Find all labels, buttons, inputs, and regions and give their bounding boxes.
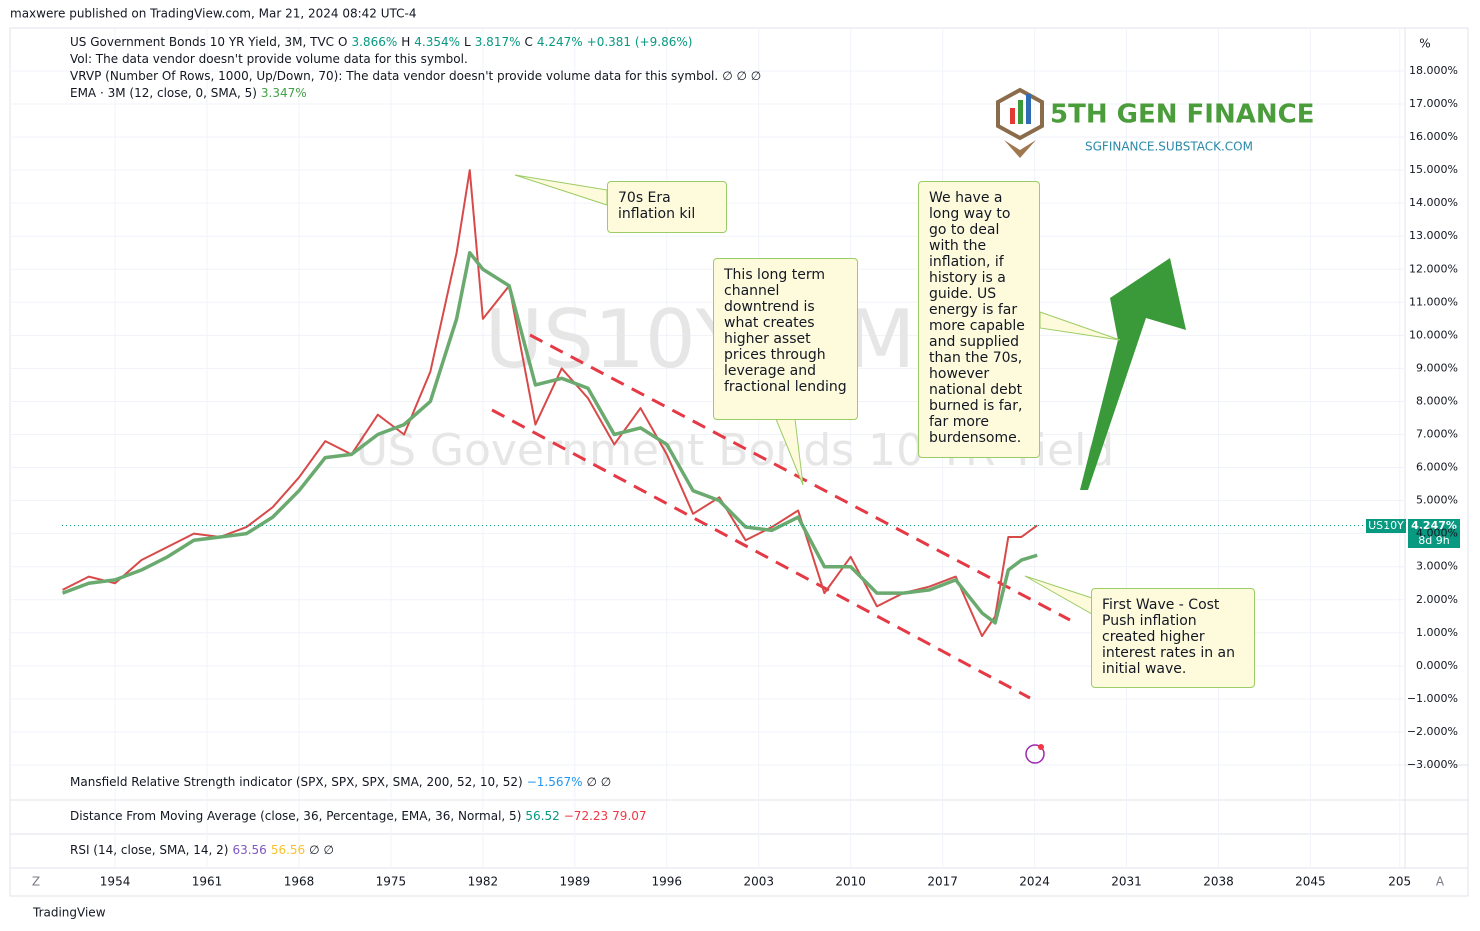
x-tick-label: 1982 xyxy=(468,875,499,889)
annotation: This long term channel downtrend is what… xyxy=(713,258,858,420)
legend-row: RSI (14, close, SMA, 14, 2) 63.56 56.56 ∅ ∅ xyxy=(70,843,334,857)
y-tick-label: 17.000% xyxy=(1409,97,1458,110)
x-tick-label: 1954 xyxy=(100,875,131,889)
legend-item: Mansfield Relative Strength indicator (S… xyxy=(70,775,523,789)
legend-item: Vol: The data vendor doesn't provide vol… xyxy=(70,52,468,66)
legend-item: VRVP (Number Of Rows, 1000, Up/Down, 70)… xyxy=(70,69,718,83)
badge-price-bg xyxy=(1408,519,1460,548)
x-tick-label: 1968 xyxy=(284,875,315,889)
badge-countdown: 8d 9h xyxy=(1418,534,1449,547)
legend-item: 4.354% xyxy=(414,35,460,49)
y-tick-label: −1.000% xyxy=(1407,692,1458,705)
legend-item: 63.56 xyxy=(232,843,266,857)
logo-url: SGFINANCE.SUBSTACK.COM xyxy=(1085,140,1253,154)
log-toggle[interactable]: Z xyxy=(32,875,40,889)
legend-item: ∅ ∅ xyxy=(309,843,334,857)
legend-item: RSI (14, close, SMA, 14, 2) xyxy=(70,843,228,857)
arrow xyxy=(1080,258,1186,490)
x-tick-label: 205 xyxy=(1388,875,1411,889)
legend-item: 3.347% xyxy=(261,86,307,100)
y-tick-label: 9.000% xyxy=(1416,361,1458,374)
y-tick-label: −2.000% xyxy=(1407,725,1458,738)
legend-item: ∅ ∅ ∅ xyxy=(722,69,761,83)
annotation: We have a long way to go to deal with th… xyxy=(918,181,1040,458)
x-tick-label: 1989 xyxy=(560,875,591,889)
y-tick-label: 5.000% xyxy=(1416,494,1458,507)
legend-item: −72.23 xyxy=(564,809,608,823)
y-tick-label: 10.000% xyxy=(1409,328,1458,341)
legend-item: EMA · 3M (12, close, 0, SMA, 5) xyxy=(70,86,257,100)
scale-unit[interactable]: % xyxy=(1419,37,1430,51)
callout-tails xyxy=(514,174,1121,615)
ema-line xyxy=(61,250,1038,625)
y-tick-label: 4.000% xyxy=(1416,527,1458,540)
legend-item: −1.567% xyxy=(527,775,583,789)
x-tick-label: 2038 xyxy=(1203,875,1234,889)
y-tick-label: 8.000% xyxy=(1416,394,1458,407)
legend-item: US Government Bonds 10 YR Yield, 3M, TVC xyxy=(70,35,334,49)
legend-row: Mansfield Relative Strength indicator (S… xyxy=(70,775,611,789)
x-tick-label: 1961 xyxy=(192,875,223,889)
logo-icon xyxy=(996,87,1044,158)
x-tick-label: 2003 xyxy=(743,875,774,889)
x-tick-label: 2031 xyxy=(1111,875,1142,889)
x-tick-label: 1975 xyxy=(376,875,407,889)
badge-price: 4.247% xyxy=(1411,519,1457,532)
legend-item: 56.52 xyxy=(525,809,559,823)
x-tick-label: 1996 xyxy=(652,875,683,889)
annotation: 70s Era inflation kil xyxy=(607,181,727,233)
legend-row: US Government Bonds 10 YR Yield, 3M, TVC… xyxy=(70,35,692,49)
legend-item: H xyxy=(401,35,410,49)
y-tick-label: 14.000% xyxy=(1409,196,1458,209)
y-tick-label: 6.000% xyxy=(1416,461,1458,474)
badge-symbol-bg xyxy=(1366,519,1406,533)
legend-item: +0.381 (+9.86%) xyxy=(587,35,693,49)
legend-item: 56.56 xyxy=(271,843,305,857)
legend-row: EMA · 3M (12, close, 0, SMA, 5) 3.347% xyxy=(70,86,307,100)
y-tick-label: 16.000% xyxy=(1409,130,1458,143)
legend-row: Vol: The data vendor doesn't provide vol… xyxy=(70,52,468,66)
y-tick-label: 18.000% xyxy=(1409,64,1458,77)
y-tick-label: 1.000% xyxy=(1416,626,1458,639)
auto-toggle[interactable]: A xyxy=(1436,875,1445,889)
y-tick-label: 13.000% xyxy=(1409,229,1458,242)
x-tick-label: 2045 xyxy=(1295,875,1326,889)
legend-item: Distance From Moving Average (close, 36,… xyxy=(70,809,521,823)
legend-row: Distance From Moving Average (close, 36,… xyxy=(70,809,647,823)
y-tick-label: 12.000% xyxy=(1409,262,1458,275)
y-tick-label: 3.000% xyxy=(1416,560,1458,573)
y-tick-label: 2.000% xyxy=(1416,593,1458,606)
x-tick-label: 2017 xyxy=(927,875,958,889)
legend-row: VRVP (Number Of Rows, 1000, Up/Down, 70)… xyxy=(70,69,761,83)
y-tick-label: 7.000% xyxy=(1416,428,1458,441)
x-tick-label: 2024 xyxy=(1019,875,1050,889)
legend-item: 3.866% xyxy=(351,35,397,49)
bolt-icon xyxy=(1025,744,1045,764)
legend-item: 79.07 xyxy=(612,809,646,823)
logo-title: 5TH GEN FINANCE xyxy=(1050,100,1314,130)
y-tick-label: 0.000% xyxy=(1416,659,1458,672)
legend-item: C xyxy=(525,35,533,49)
y-tick-label: 11.000% xyxy=(1409,295,1458,308)
y-tick-label: 15.000% xyxy=(1409,163,1458,176)
legend-item: O xyxy=(338,35,347,49)
annotation: First Wave - Cost Push inflation created… xyxy=(1091,588,1255,688)
publisher: maxwere published on TradingView.com, Ma… xyxy=(10,7,416,21)
legend-item: 4.247% xyxy=(537,35,583,49)
legend-item: ∅ ∅ xyxy=(587,775,612,789)
legend-item: 3.817% xyxy=(475,35,521,49)
legend-item: L xyxy=(464,35,471,49)
y-tick-label: −3.000% xyxy=(1407,758,1458,771)
footer: TradingView xyxy=(32,906,106,920)
x-tick-label: 2010 xyxy=(835,875,866,889)
